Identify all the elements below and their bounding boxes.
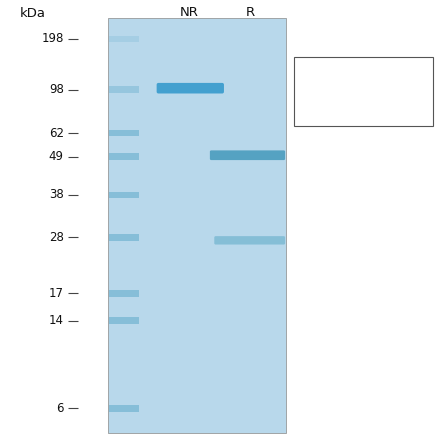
Text: kDa: kDa (20, 7, 46, 20)
Text: 28: 28 (49, 231, 64, 244)
Text: 98: 98 (49, 83, 64, 96)
Text: NR  = Non-reduced: NR = Non-reduced (299, 90, 396, 100)
FancyBboxPatch shape (210, 150, 285, 160)
Text: R = Reduced: R = Reduced (299, 111, 364, 121)
Bar (109, 290, 139, 296)
Text: 17: 17 (49, 287, 64, 300)
Bar (294, 57, 433, 126)
Text: 38: 38 (49, 188, 64, 202)
Bar (109, 318, 139, 324)
FancyBboxPatch shape (157, 83, 224, 93)
Bar (109, 405, 139, 412)
Text: 198: 198 (41, 32, 64, 45)
Text: 2.5 μg loading: 2.5 μg loading (299, 68, 371, 78)
Bar (109, 191, 139, 198)
Text: 49: 49 (49, 150, 64, 163)
Text: 14: 14 (49, 314, 64, 327)
Bar (108, 18, 286, 433)
Text: 6: 6 (56, 402, 64, 415)
Bar (109, 86, 139, 93)
FancyBboxPatch shape (214, 236, 285, 244)
Bar (109, 234, 139, 240)
Bar (109, 35, 139, 42)
Text: R: R (246, 6, 255, 19)
Bar (109, 153, 139, 160)
Text: 62: 62 (49, 127, 64, 140)
Bar (109, 130, 139, 137)
Text: NR: NR (180, 6, 198, 19)
